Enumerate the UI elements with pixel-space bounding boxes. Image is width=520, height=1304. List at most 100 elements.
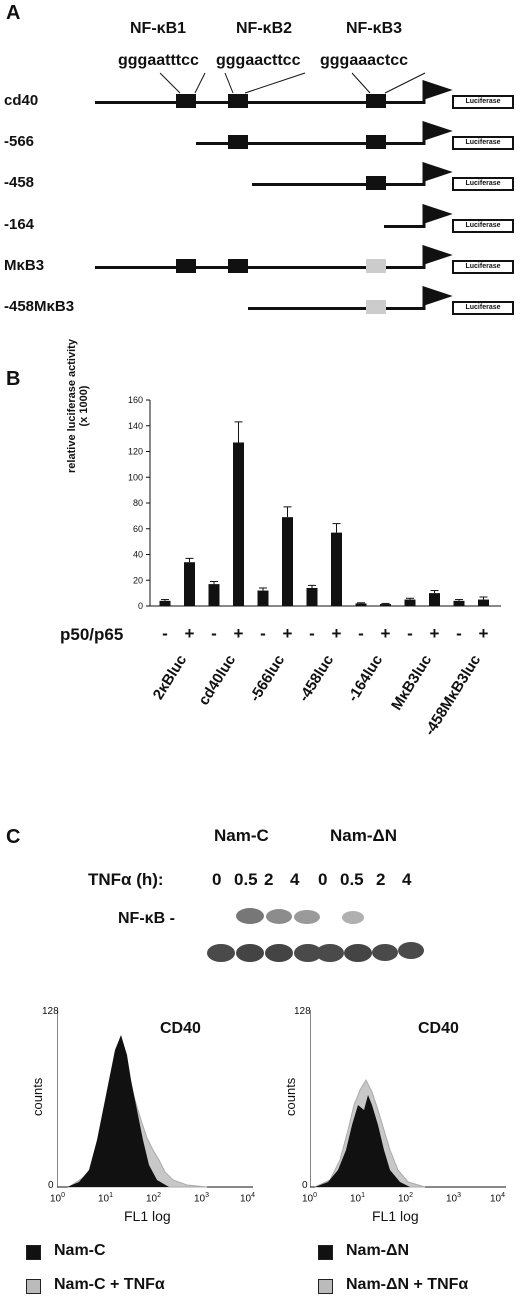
- condition-sign: +: [331, 624, 342, 643]
- condition-sign: +: [184, 624, 195, 643]
- construct-label-458: -458: [4, 174, 35, 191]
- histogram-xlabel: FL1 log: [124, 1208, 171, 1224]
- nfkb-band: [236, 908, 264, 924]
- timepoint-right-3: 4: [402, 870, 412, 889]
- panel-c-letter: C: [6, 826, 21, 848]
- condition-sign: -: [309, 624, 315, 643]
- legend-label: Nam-ΔN: [346, 1242, 410, 1259]
- construct-label-cd40: cd40: [4, 92, 39, 109]
- condition-sign: -: [260, 624, 266, 643]
- luciferase-box: Luciferase: [452, 95, 514, 109]
- timepoint-left-0: 0: [212, 870, 222, 889]
- condition-sign: -: [162, 624, 168, 643]
- x-tick: 101: [98, 1192, 114, 1205]
- timepoint-right-1: 0.5: [340, 870, 364, 889]
- histogram-plot: [310, 1010, 506, 1188]
- free-probe-band: [316, 944, 344, 962]
- panel-a-letter: A: [6, 2, 21, 24]
- timepoint-right-0: 0: [318, 870, 328, 889]
- x-tick: 102: [146, 1192, 162, 1205]
- nfkb-band: [294, 910, 320, 924]
- legend-swatch: [318, 1279, 333, 1294]
- legend-label: Nam-C: [54, 1242, 106, 1259]
- site-seq-2: gggaacttcc: [216, 52, 301, 69]
- condition-label: p50/p65: [60, 625, 124, 644]
- y-axis-label-line-1: relative luciferase activity: [66, 339, 78, 473]
- bar: [478, 599, 489, 606]
- y-tick-label: 60: [133, 524, 143, 534]
- nfkb-band: [342, 911, 364, 924]
- bar: [282, 517, 293, 606]
- x-tick: 100: [50, 1192, 66, 1205]
- kb3-site: [366, 135, 386, 149]
- bar: [331, 532, 342, 606]
- x-tick: 102: [398, 1192, 414, 1205]
- bar: [257, 590, 269, 606]
- legend-label: Nam-ΔN + TNFα: [346, 1276, 469, 1293]
- free-probe-band: [236, 944, 264, 962]
- site-connector-lines: [159, 72, 426, 94]
- condition-sign: +: [380, 624, 391, 643]
- tnf-time-label: TNFα (h):: [88, 870, 164, 889]
- luciferase-box: Luciferase: [452, 219, 514, 233]
- kb2-site: [228, 94, 248, 108]
- free-probe-band: [372, 944, 398, 961]
- luciferase-box: Luciferase: [452, 260, 514, 274]
- histogram-plot: [57, 1010, 253, 1188]
- nfkb-band: [266, 909, 292, 924]
- luciferase-box: Luciferase: [452, 177, 514, 191]
- condition-sign: -: [407, 624, 413, 643]
- kb1-site: [176, 259, 196, 273]
- condition-sign: -: [456, 624, 462, 643]
- bar-chart: 0 20 40 60 80 100 120 140 160: [128, 395, 501, 611]
- bar: [233, 442, 244, 606]
- condition-sign: -: [211, 624, 217, 643]
- condition-sign: -: [358, 624, 364, 643]
- free-probe-band: [344, 944, 372, 962]
- panel-b-letter: B: [6, 368, 21, 390]
- y-tick-label: 120: [128, 447, 143, 457]
- x-tick: 101: [350, 1192, 366, 1205]
- cell-line-left: Nam-C: [214, 826, 269, 845]
- bar: [380, 604, 391, 606]
- condition-sign: +: [282, 624, 293, 643]
- free-probe-band: [207, 944, 235, 962]
- y-axis-label: relative luciferase activity (x 1000): [10, 306, 90, 506]
- construct-label-164: -164: [4, 216, 35, 233]
- y-tick-label: 160: [128, 395, 143, 405]
- bar: [159, 600, 171, 606]
- bar: [404, 599, 416, 606]
- y-tick-label: 80: [133, 498, 143, 508]
- kb3-site: [366, 176, 386, 190]
- x-tick: 103: [194, 1192, 210, 1205]
- y-tick-label: 100: [128, 472, 143, 482]
- histogram-xlabel: FL1 log: [372, 1208, 419, 1224]
- legend-label: Nam-C + TNFα: [54, 1276, 165, 1293]
- x-tick: 104: [490, 1192, 506, 1205]
- histogram-title: CD40: [160, 1020, 201, 1037]
- site-seq-1: gggaatttcc: [118, 52, 199, 69]
- histogram-ylabel: counts: [30, 1077, 45, 1116]
- luciferase-box: Luciferase: [452, 136, 514, 150]
- kb1-site: [176, 94, 196, 108]
- x-tick: 103: [446, 1192, 462, 1205]
- histogram-ymax: 128: [42, 1006, 59, 1017]
- x-tick: 100: [302, 1192, 318, 1205]
- site-seq-3: gggaaactcc: [320, 52, 409, 69]
- bar: [306, 587, 318, 606]
- histogram-zero: 0: [48, 1180, 54, 1191]
- histogram-ylabel: counts: [283, 1077, 298, 1116]
- histogram-ymax: 128: [294, 1006, 311, 1017]
- promoter-arrows: [422, 79, 453, 310]
- y-tick-label: 20: [133, 575, 143, 585]
- legend-swatch: [26, 1245, 41, 1260]
- timepoint-left-2: 2: [264, 870, 274, 889]
- mutant-kb3-site: [366, 259, 386, 273]
- condition-sign: +: [233, 624, 244, 643]
- condition-sign: +: [429, 624, 440, 643]
- histogram-title: CD40: [418, 1020, 459, 1037]
- kb2-site: [228, 135, 248, 149]
- luciferase-box: Luciferase: [452, 301, 514, 315]
- y-tick-label: 0: [138, 601, 143, 611]
- construct-label-566: -566: [4, 133, 35, 150]
